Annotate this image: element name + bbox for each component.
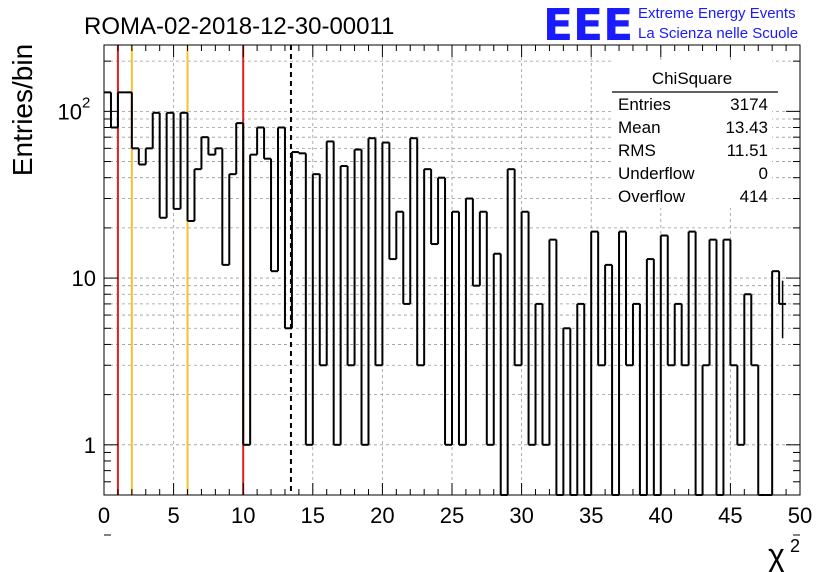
x-tick-label: 40 — [649, 503, 673, 528]
stats-label: RMS — [618, 141, 656, 160]
x-tick-label: 45 — [718, 503, 742, 528]
x-tick-label: 0 — [98, 503, 110, 528]
x-tick-label: 30 — [509, 503, 533, 528]
chart-title: ROMA-02-2018-12-30-00011 — [84, 13, 394, 40]
stats-box-title: ChiSquare — [652, 69, 732, 88]
y-tick-label-exponent: 2 — [82, 94, 90, 111]
marker-lines — [116, 45, 292, 495]
stats-value: 414 — [740, 187, 768, 206]
x-tick-label: 50 — [788, 503, 812, 528]
stats-label: Entries — [618, 95, 671, 114]
logo-line-2: La Scienza nelle Scuole — [638, 25, 798, 42]
stats-label: Underflow — [618, 164, 695, 183]
y-axis-label: Entries/bin — [7, 44, 38, 176]
x-tick-label: 15 — [301, 503, 325, 528]
y-tick-label: 10 — [72, 266, 96, 291]
x-tick-label: 25 — [440, 503, 464, 528]
stats-value: 11.51 — [727, 141, 768, 160]
stats-value: 0 — [759, 164, 768, 183]
y-tick-label: 10 — [58, 99, 82, 124]
stats-value: 13.43 — [725, 118, 768, 137]
stats-label: Overflow — [618, 187, 686, 206]
stats-value: 3174 — [730, 95, 768, 114]
x-axis: 0 5 10 15 20 25 30 35 40 45 50 — [98, 45, 812, 528]
x-axis-label-symbol: χ — [768, 537, 785, 572]
x-tick-label: 35 — [579, 503, 603, 528]
eee-logo: EEE Extreme Energy Events La Scienza nel… — [543, 0, 798, 51]
y-tick-label: 1 — [84, 433, 96, 458]
x-tick-label: 10 — [231, 503, 255, 528]
histogram — [104, 91, 787, 496]
x-axis-label-superscript: 2 — [790, 536, 800, 556]
logo-mark: EEE — [543, 0, 633, 51]
stats-rows: Entries 3174 Mean 13.43 RMS 11.51 Underflow 0 Ov… — [618, 95, 768, 206]
x-tick-label: 20 — [370, 503, 394, 528]
x-axis-label: χ 2 — [768, 536, 800, 572]
x-tick-label: 5 — [167, 503, 179, 528]
stats-box: ChiSquare Entries 3174 Mean 13.43 RMS 11.51 Un… — [612, 60, 778, 208]
stats-box-background — [612, 60, 772, 208]
stats-label: Mean — [618, 118, 661, 137]
logo-line-1: Extreme Energy Events — [638, 5, 796, 22]
